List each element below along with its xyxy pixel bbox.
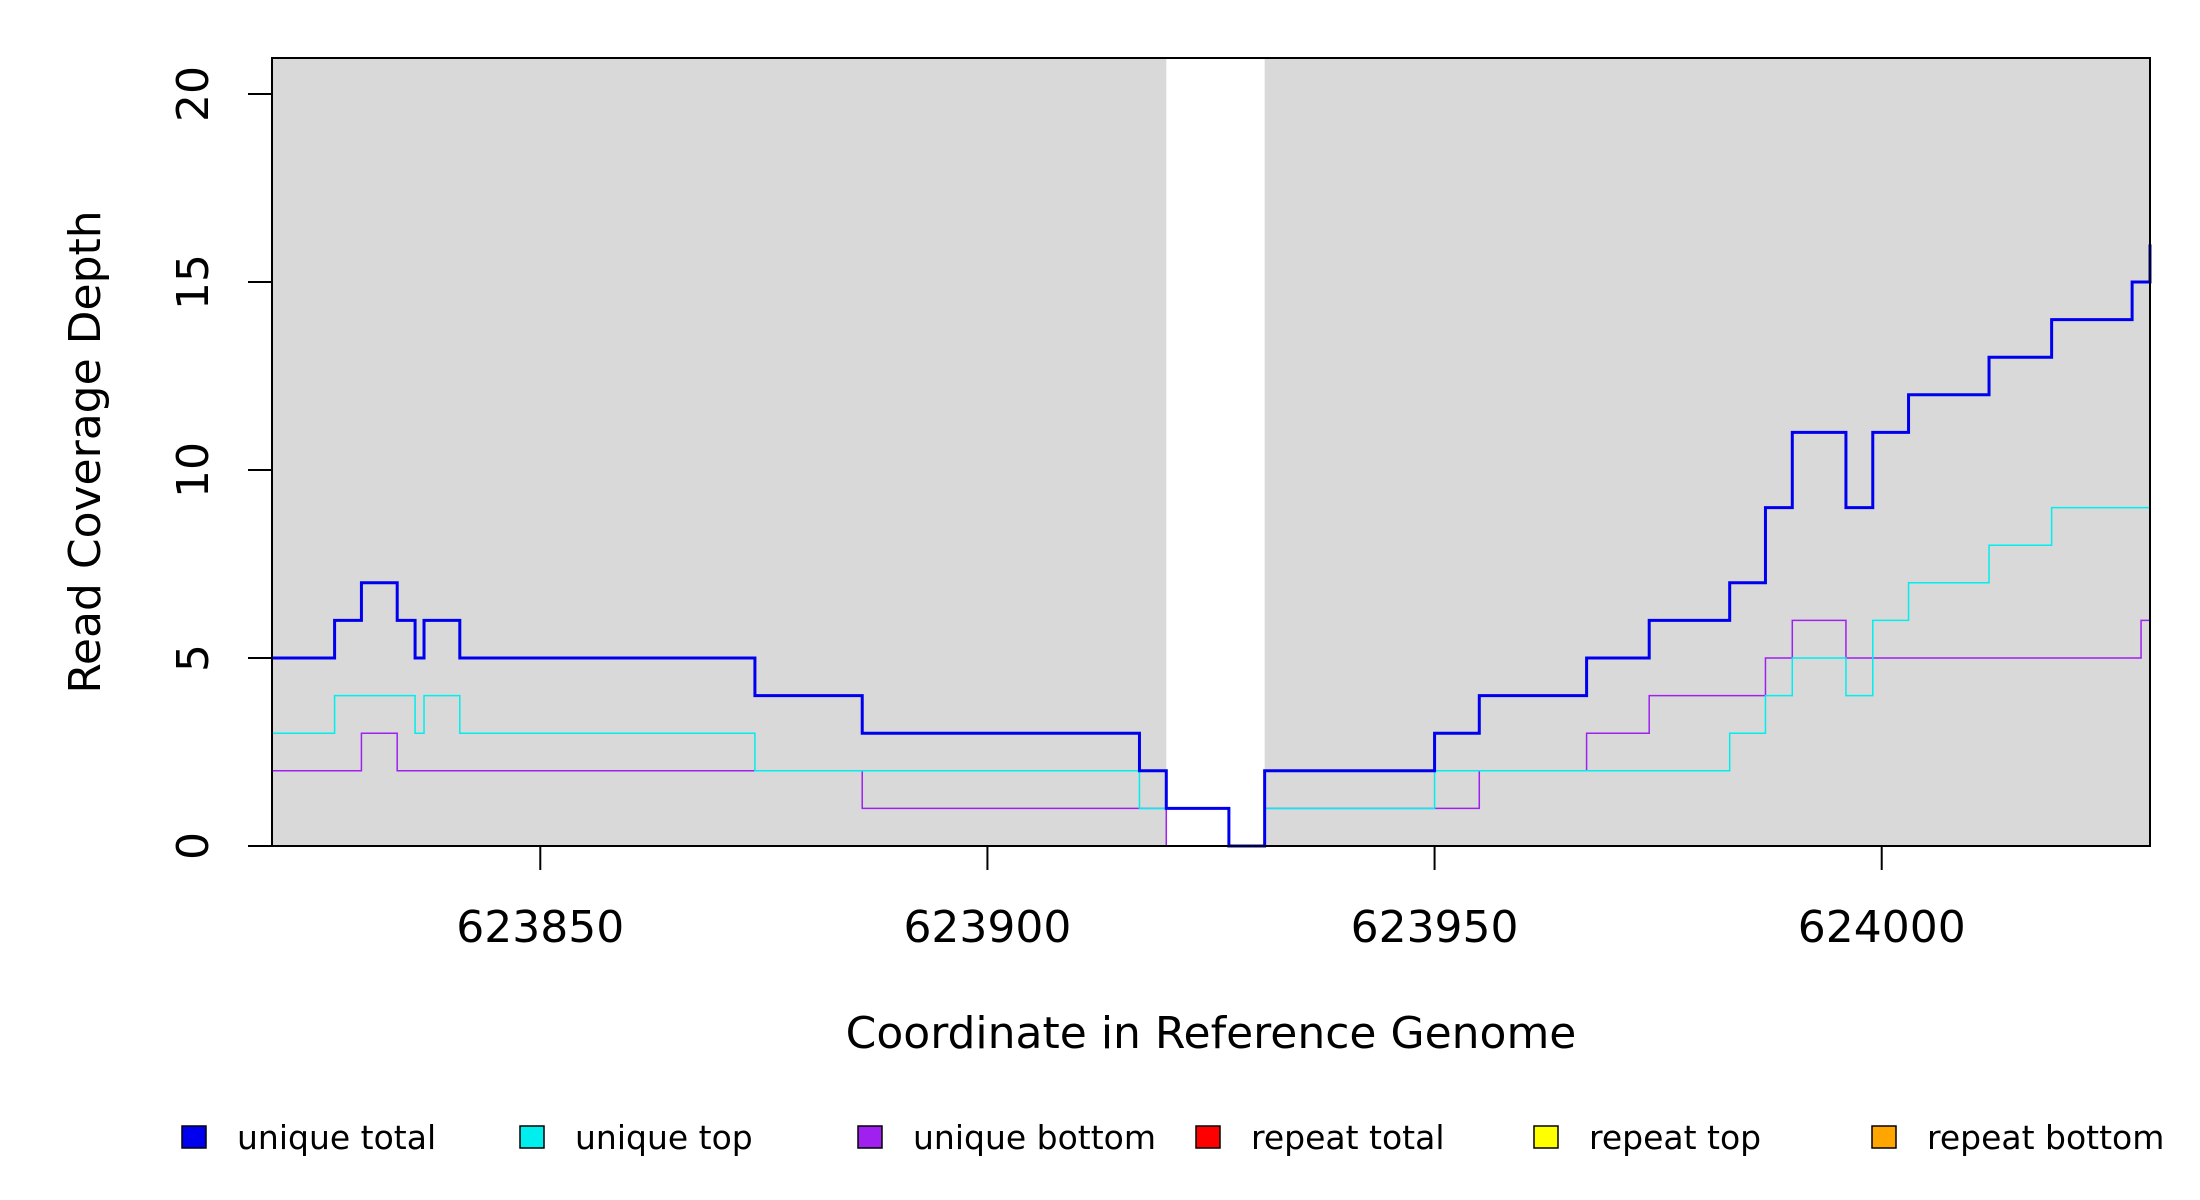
legend-swatch-unique-bottom (857, 1125, 883, 1149)
legend-swatch-repeat-bottom (1871, 1125, 1897, 1149)
legend: unique total unique top unique bottom repea… (181, 1118, 2164, 1157)
x-tick-label: 623900 (903, 902, 1071, 953)
y-tick-label: 5 (168, 644, 219, 672)
legend-label-unique-bottom: unique bottom (913, 1118, 1156, 1157)
x-tick-label: 623850 (456, 902, 624, 953)
unshaded-region (1166, 59, 1265, 846)
legend-swatch-repeat-top (1533, 1125, 1559, 1149)
y-tick-label: 15 (168, 254, 219, 310)
y-tick-label: 20 (168, 66, 219, 122)
y-axis-title: Read Coverage Depth (60, 210, 111, 693)
x-axis-title: Coordinate in Reference Genome (846, 1008, 1577, 1059)
legend-swatch-unique-total (181, 1125, 207, 1149)
y-tick-label: 0 (168, 832, 219, 860)
legend-label-repeat-top: repeat top (1589, 1118, 1761, 1157)
legend-swatch-repeat-total (1195, 1125, 1221, 1149)
legend-label-repeat-bottom: repeat bottom (1927, 1118, 2164, 1157)
legend-label-unique-total: unique total (237, 1118, 436, 1157)
x-tick-label: 624000 (1798, 902, 1966, 953)
y-tick-label: 10 (168, 442, 219, 498)
legend-swatch-unique-top (519, 1125, 545, 1149)
legend-label-unique-top: unique top (575, 1118, 753, 1157)
series-line-unique-total (272, 244, 2152, 848)
x-axis: 623850 623900 623950 624000 (456, 846, 1966, 953)
legend-label-repeat-total: repeat total (1251, 1118, 1445, 1157)
y-axis: 0 5 10 15 20 (168, 66, 273, 860)
x-tick-label: 623950 (1351, 902, 1519, 953)
